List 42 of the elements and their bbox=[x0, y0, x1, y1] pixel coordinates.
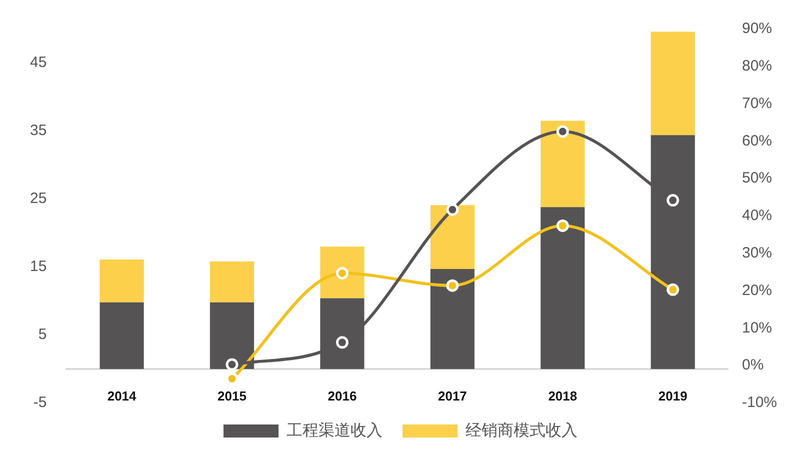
x-tick-label: 2014 bbox=[107, 388, 138, 404]
bar bbox=[210, 262, 254, 302]
point bbox=[556, 125, 569, 138]
y2-tick-label: 0% bbox=[742, 356, 764, 374]
point bbox=[446, 279, 459, 292]
y-tick-label: 15 bbox=[30, 258, 47, 276]
point bbox=[556, 219, 569, 232]
bar bbox=[430, 269, 474, 369]
y2-tick-label: 70% bbox=[742, 94, 772, 112]
y2-tick-label: 40% bbox=[742, 207, 772, 224]
bar bbox=[650, 32, 695, 136]
y-tick-label: 45 bbox=[30, 54, 47, 72]
y2-tick-label: 30% bbox=[742, 244, 772, 262]
y2-tick-label: 60% bbox=[742, 132, 772, 150]
legend-label: 经销商模式收入 bbox=[466, 421, 578, 440]
bar bbox=[320, 246, 364, 298]
y-tick-label: 5 bbox=[38, 326, 47, 344]
y2-tick-label: 90% bbox=[742, 20, 772, 38]
y2-tick-label: 50% bbox=[742, 170, 772, 187]
point bbox=[666, 283, 680, 296]
point bbox=[666, 194, 680, 207]
y2-tick-label: -10% bbox=[742, 394, 778, 412]
y2-tick-label: 80% bbox=[742, 58, 772, 75]
bar bbox=[100, 260, 144, 302]
y2-tick-label: 10% bbox=[742, 319, 772, 336]
point bbox=[336, 336, 348, 349]
point bbox=[226, 358, 238, 371]
y-tick-label: 35 bbox=[30, 122, 47, 140]
x-tick-label: 2018 bbox=[548, 388, 578, 404]
y-tick-label: -5 bbox=[33, 394, 47, 412]
bar bbox=[540, 207, 585, 369]
bar bbox=[100, 302, 144, 369]
y-tick-label: 25 bbox=[30, 190, 47, 208]
bar bbox=[430, 205, 474, 270]
legend-label: 工程渠道收入 bbox=[286, 421, 382, 440]
x-tick-label: 2016 bbox=[328, 388, 357, 404]
y2-tick-label: 20% bbox=[742, 282, 772, 299]
x-tick-label: 2019 bbox=[658, 388, 688, 404]
x-tick-label: 2017 bbox=[438, 388, 467, 404]
point bbox=[446, 203, 459, 216]
bar bbox=[540, 120, 585, 208]
x-tick-label: 2015 bbox=[218, 388, 246, 404]
